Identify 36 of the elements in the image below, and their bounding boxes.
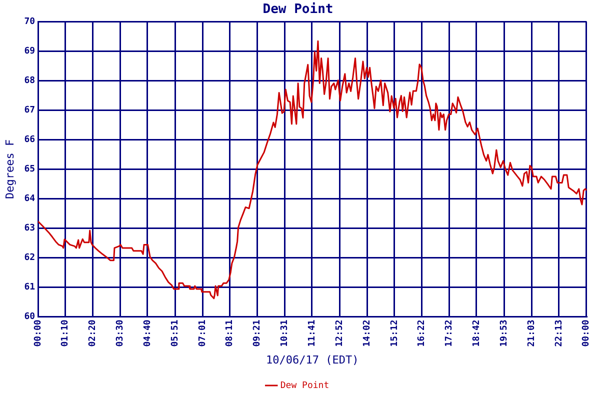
x-tick-label: 03:30 [115, 320, 126, 347]
x-tick-label: 08:11 [225, 320, 236, 347]
y-tick-label: 63 [24, 224, 36, 234]
y-tick-label: 66 [24, 134, 36, 145]
x-tick-label: 16:22 [417, 320, 428, 347]
legend-label: Dew Point [280, 380, 330, 391]
x-tick-label: 11:41 [307, 320, 318, 347]
x-tick-label: 17:32 [444, 320, 454, 347]
y-tick-label: 62 [24, 253, 36, 264]
x-tick-label: 21:03 [526, 320, 537, 347]
x-tick-label: 00:00 [33, 320, 44, 347]
x-tick-label: 01:10 [60, 320, 71, 347]
x-tick-label: 22:13 [554, 320, 564, 347]
x-tick-label: 14:02 [362, 320, 372, 347]
x-tick-label: 19:53 [500, 320, 510, 347]
x-tick-label: 04:40 [142, 320, 153, 347]
x-tick-label: 12:52 [335, 320, 346, 347]
y-tick-label: 61 [24, 282, 36, 293]
y-axis-title: Degrees F [3, 139, 16, 199]
x-tick-label: 10:31 [280, 320, 290, 347]
x-tick-label: 15:12 [390, 320, 400, 347]
x-tick-label: 00:00 [582, 320, 592, 347]
chart-title: Dew Point [262, 2, 334, 18]
y-tick-label: 68 [24, 76, 36, 86]
y-tick-label: 69 [24, 46, 36, 56]
x-tick-label: 07:01 [198, 320, 208, 347]
y-tick-label: 65 [24, 164, 36, 174]
x-axis-title: 10/06/17 (EDT) [266, 353, 359, 366]
x-tick-label: 18:42 [472, 320, 482, 347]
y-tick-label: 60 [24, 312, 36, 322]
y-tick-label: 64 [24, 194, 36, 204]
y-tick-label: 67 [24, 105, 36, 116]
x-tick-label: 09:21 [252, 320, 263, 347]
x-tick-label: 05:51 [170, 320, 181, 347]
y-tick-label: 70 [24, 16, 36, 27]
x-tick-label: 02:20 [88, 320, 98, 347]
